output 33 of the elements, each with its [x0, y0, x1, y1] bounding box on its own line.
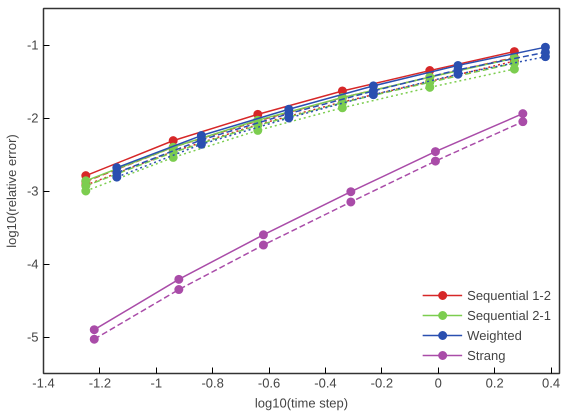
point	[258, 240, 268, 250]
point	[90, 334, 99, 344]
x-tick-label: -0.8	[201, 376, 224, 390]
legend-label: Weighted	[467, 328, 522, 342]
y-tick-label: -2	[26, 110, 39, 126]
point	[518, 117, 528, 126]
point	[258, 230, 268, 240]
x-tick-label: 0.2	[486, 376, 504, 390]
x-tick-label: -1.2	[88, 376, 112, 390]
y-axis-title: log10(relative error)	[4, 134, 19, 248]
x-tick-label: -0.2	[370, 376, 394, 390]
y-tick-label: -3	[26, 184, 39, 198]
x-tick-label: 0	[434, 376, 442, 390]
y-tick-label: -4	[26, 256, 39, 272]
point	[346, 197, 356, 206]
point	[174, 285, 184, 294]
point	[174, 274, 184, 284]
x-axis-title: log10(time step)	[254, 396, 348, 410]
point	[430, 147, 440, 156]
y-tick-label: -5	[26, 330, 39, 344]
x-tick-label: -1.4	[32, 376, 55, 390]
legend-label: Sequential 1-2	[467, 288, 551, 302]
legend-label: Strang	[467, 348, 506, 362]
x-tick-label: 0.4	[542, 376, 560, 390]
point	[90, 325, 99, 334]
y-tick-label: -1	[26, 38, 39, 52]
legend-label: Sequential 2-1	[467, 308, 551, 322]
point	[518, 109, 528, 118]
x-tick-label: -0.6	[258, 376, 280, 390]
point	[346, 187, 356, 196]
x-tick-label: -0.4	[314, 376, 337, 390]
x-tick-label: -1	[150, 376, 162, 390]
point	[430, 156, 440, 166]
